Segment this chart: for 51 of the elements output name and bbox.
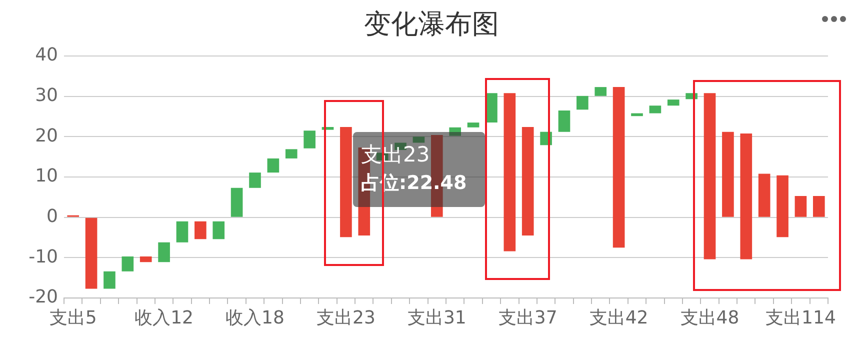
bar xyxy=(812,196,825,217)
bar xyxy=(304,130,316,148)
bar xyxy=(412,136,425,143)
bar xyxy=(794,196,807,217)
bar xyxy=(249,172,261,188)
bar xyxy=(704,93,716,260)
annotation: 支出23 xyxy=(361,142,430,166)
x-tick-label: 收入18 xyxy=(226,307,284,328)
bar xyxy=(776,175,788,238)
y-tick-label: -10 xyxy=(28,246,58,268)
bar xyxy=(649,106,662,114)
x-tick-label: 支出42 xyxy=(589,307,648,328)
bar xyxy=(230,188,243,217)
bar xyxy=(667,100,680,106)
x-tick-label: 支出31 xyxy=(407,307,466,328)
chart-title: 变化瀑布图 xyxy=(363,8,500,42)
y-tick-label: -20 xyxy=(28,286,58,308)
bar xyxy=(85,218,98,289)
y-tick-label: 10 xyxy=(35,166,58,187)
x-tick-label: 支出114 xyxy=(766,307,836,328)
x-tick-label: 支出5 xyxy=(49,307,97,328)
bar xyxy=(576,96,588,110)
bar xyxy=(285,149,298,158)
bar xyxy=(267,158,280,173)
bar xyxy=(504,93,516,252)
bar xyxy=(594,87,607,96)
bar xyxy=(194,221,206,240)
bar xyxy=(558,110,570,132)
bar xyxy=(522,126,534,236)
bar xyxy=(140,256,152,262)
bar xyxy=(758,174,770,217)
bar xyxy=(449,127,462,136)
x-tick-label: 收入12 xyxy=(134,307,194,328)
bar xyxy=(212,221,225,240)
x-tick-label: 支出23 xyxy=(316,307,376,328)
bar xyxy=(467,122,480,128)
x-tick-label: 支出37 xyxy=(498,307,558,328)
bar xyxy=(631,113,643,116)
bar xyxy=(122,256,134,272)
bar xyxy=(740,133,752,260)
bar xyxy=(722,132,734,217)
x-tick-label: 支出48 xyxy=(680,307,740,328)
bar xyxy=(176,221,188,242)
y-tick-label: 20 xyxy=(35,125,58,146)
y-tick-label: 0 xyxy=(46,206,58,228)
bar xyxy=(612,87,625,248)
bar xyxy=(104,271,116,289)
y-tick-label: 40 xyxy=(35,44,58,66)
bar xyxy=(158,242,170,262)
bar xyxy=(340,126,352,238)
y-tick-label: 30 xyxy=(35,85,58,106)
